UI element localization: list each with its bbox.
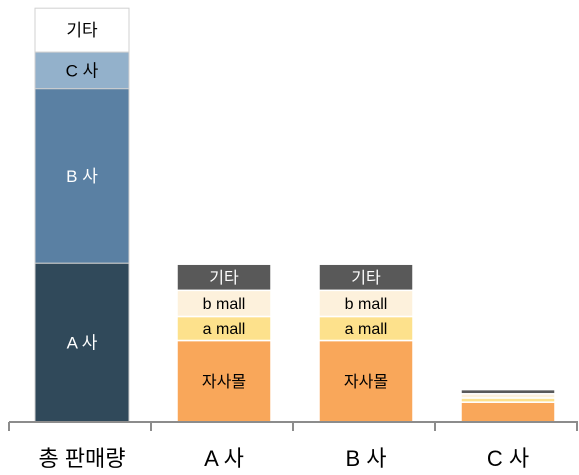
x-tick-label: B 사 xyxy=(345,446,386,471)
segment-label: 기타 xyxy=(66,21,98,40)
bar-segment xyxy=(176,289,272,318)
segment-label: 자사몰 xyxy=(202,373,246,391)
bar-segment xyxy=(34,88,130,264)
bar-segment xyxy=(318,289,414,318)
bar-segment xyxy=(318,315,414,342)
segment-label: 기타 xyxy=(209,269,239,287)
x-tick-label: 총 판매량 xyxy=(38,446,125,471)
bar-segment xyxy=(176,315,272,342)
bar-segment xyxy=(176,263,272,292)
segment-label: C 사 xyxy=(66,61,99,80)
segment-label: B 사 xyxy=(66,167,98,186)
bar-segment xyxy=(318,263,414,292)
x-tick-label: C 사 xyxy=(487,446,529,471)
segment-label: A 사 xyxy=(67,334,98,353)
bar-segment xyxy=(34,7,130,53)
segment-label: b mall xyxy=(203,296,246,313)
segment-label: a mall xyxy=(203,321,246,338)
segment-label: 기타 xyxy=(351,269,381,287)
segment-label: b mall xyxy=(345,296,388,313)
bar-segment xyxy=(460,388,556,395)
bar-segment xyxy=(34,262,130,423)
x-tick-label: A 사 xyxy=(204,446,244,471)
segment-label: a mall xyxy=(345,321,388,338)
bar-segment xyxy=(460,401,556,423)
segment-label: 자사몰 xyxy=(344,373,388,391)
